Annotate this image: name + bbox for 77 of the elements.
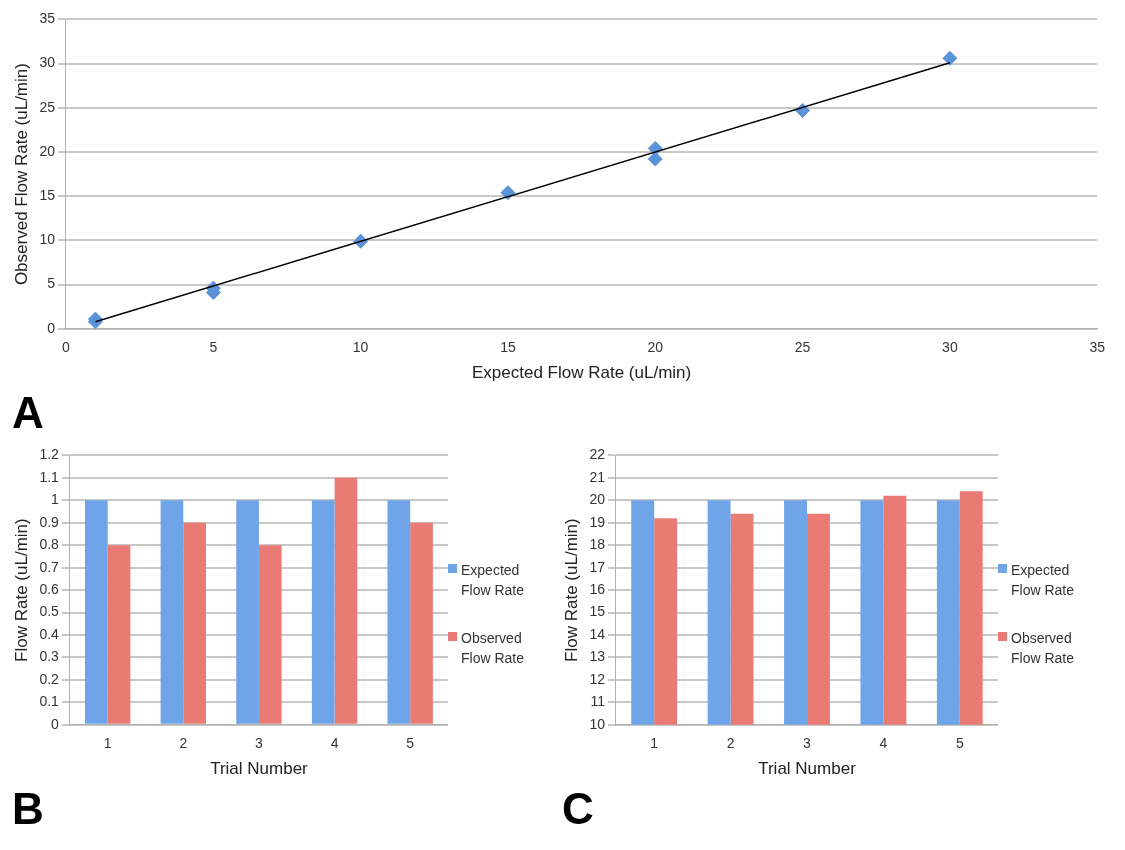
y-tick-label: 22: [589, 446, 606, 463]
x-tick-label: 4: [879, 735, 888, 752]
y-tick-label: 1: [51, 491, 60, 508]
y-tick-label: 10: [589, 715, 606, 732]
y-tick-label: 15: [39, 187, 56, 204]
y-tick-label: 0.6: [39, 580, 60, 597]
y-tick-label: 0.4: [39, 625, 60, 642]
y-tick-label: 0: [51, 715, 60, 732]
bar: [334, 477, 358, 724]
y-tick-label: 5: [47, 275, 56, 292]
y-tick-label: 35: [39, 10, 56, 27]
y-axis-title: Observed Flow Rate (uL/min): [11, 63, 31, 286]
x-axis-title: Expected Flow Rate (uL/min): [471, 363, 692, 383]
bar: [236, 500, 259, 724]
y-tick-label: 13: [589, 648, 606, 665]
y-tick-label: 18: [589, 536, 606, 553]
bar: [84, 500, 108, 724]
text: B: [12, 784, 44, 834]
y-tick-label: 17: [589, 558, 606, 575]
y-tick-label: 14: [589, 625, 606, 642]
y-tick-label: 1.2: [39, 446, 60, 463]
y-tick-label: 12: [589, 670, 606, 687]
y-tick-label: 25: [39, 98, 56, 115]
y-tick-label: 0.2: [39, 670, 60, 687]
y-tick-label: 30: [39, 54, 56, 71]
x-tick-label: 15: [500, 339, 516, 356]
x-tick-label: 1: [650, 735, 659, 752]
y-tick-label: 11: [590, 693, 606, 710]
bar: [107, 545, 131, 724]
legend-label: Observed Flow Rate: [1011, 629, 1076, 668]
x-tick-label: 5: [955, 735, 964, 752]
y-axis-title: Flow Rate (uL/min): [561, 518, 581, 662]
legend-label: Expected Flow Rate: [461, 561, 526, 600]
y-tick-label: 1.1: [39, 468, 60, 485]
x-tick-label: 20: [647, 339, 664, 356]
x-tick-label: 3: [803, 735, 812, 752]
point: [647, 151, 663, 167]
x-tick-label: 30: [942, 339, 958, 356]
x-axis-title: Trial Number: [210, 759, 309, 779]
y-tick-label: 20: [589, 491, 606, 508]
bar: [387, 500, 411, 724]
x-tick-label: 5: [406, 735, 415, 752]
x-tick-label: 2: [179, 735, 188, 752]
y-axis-title: Flow Rate (uL/min): [11, 518, 31, 662]
bar: [160, 500, 184, 724]
y-tick-label: 0.7: [39, 558, 60, 575]
legend-label: Expected Flow Rate: [1011, 561, 1076, 600]
y-tick-label: 0.5: [39, 603, 60, 620]
x-tick-label: 0: [62, 339, 71, 356]
y-tick-label: 15: [589, 603, 606, 620]
x-tick-label: 25: [794, 339, 811, 356]
bar: [183, 522, 206, 724]
text: C: [562, 784, 594, 834]
x-tick-label: 2: [726, 735, 735, 752]
y-tick-label: 0: [47, 319, 56, 336]
bar: [410, 522, 433, 724]
y-tick-label: 20: [39, 142, 56, 159]
y-tick-label: 19: [589, 513, 606, 530]
y-tick-label: 0.8: [39, 536, 60, 553]
point: [942, 50, 958, 66]
x-tick-label: 4: [330, 735, 339, 752]
bar: [258, 545, 282, 724]
legend-label: Observed Flow Rate: [461, 629, 526, 668]
x-tick-label: 1: [103, 735, 112, 752]
y-tick-label: 0.3: [39, 648, 60, 665]
y-tick-label: 16: [589, 580, 606, 597]
text: A: [12, 388, 44, 438]
y-tick-label: 0.1: [39, 693, 60, 710]
y-tick-label: 0.9: [39, 513, 60, 530]
x-tick-label: 10: [352, 339, 369, 356]
x-tick-label: 5: [209, 339, 218, 356]
x-tick-label: 3: [255, 735, 264, 752]
y-tick-label: 21: [589, 468, 606, 485]
x-tick-label: 35: [1089, 339, 1106, 356]
x-axis-title: Trial Number: [758, 759, 857, 779]
bar: [311, 500, 335, 724]
y-tick-label: 10: [39, 231, 56, 248]
